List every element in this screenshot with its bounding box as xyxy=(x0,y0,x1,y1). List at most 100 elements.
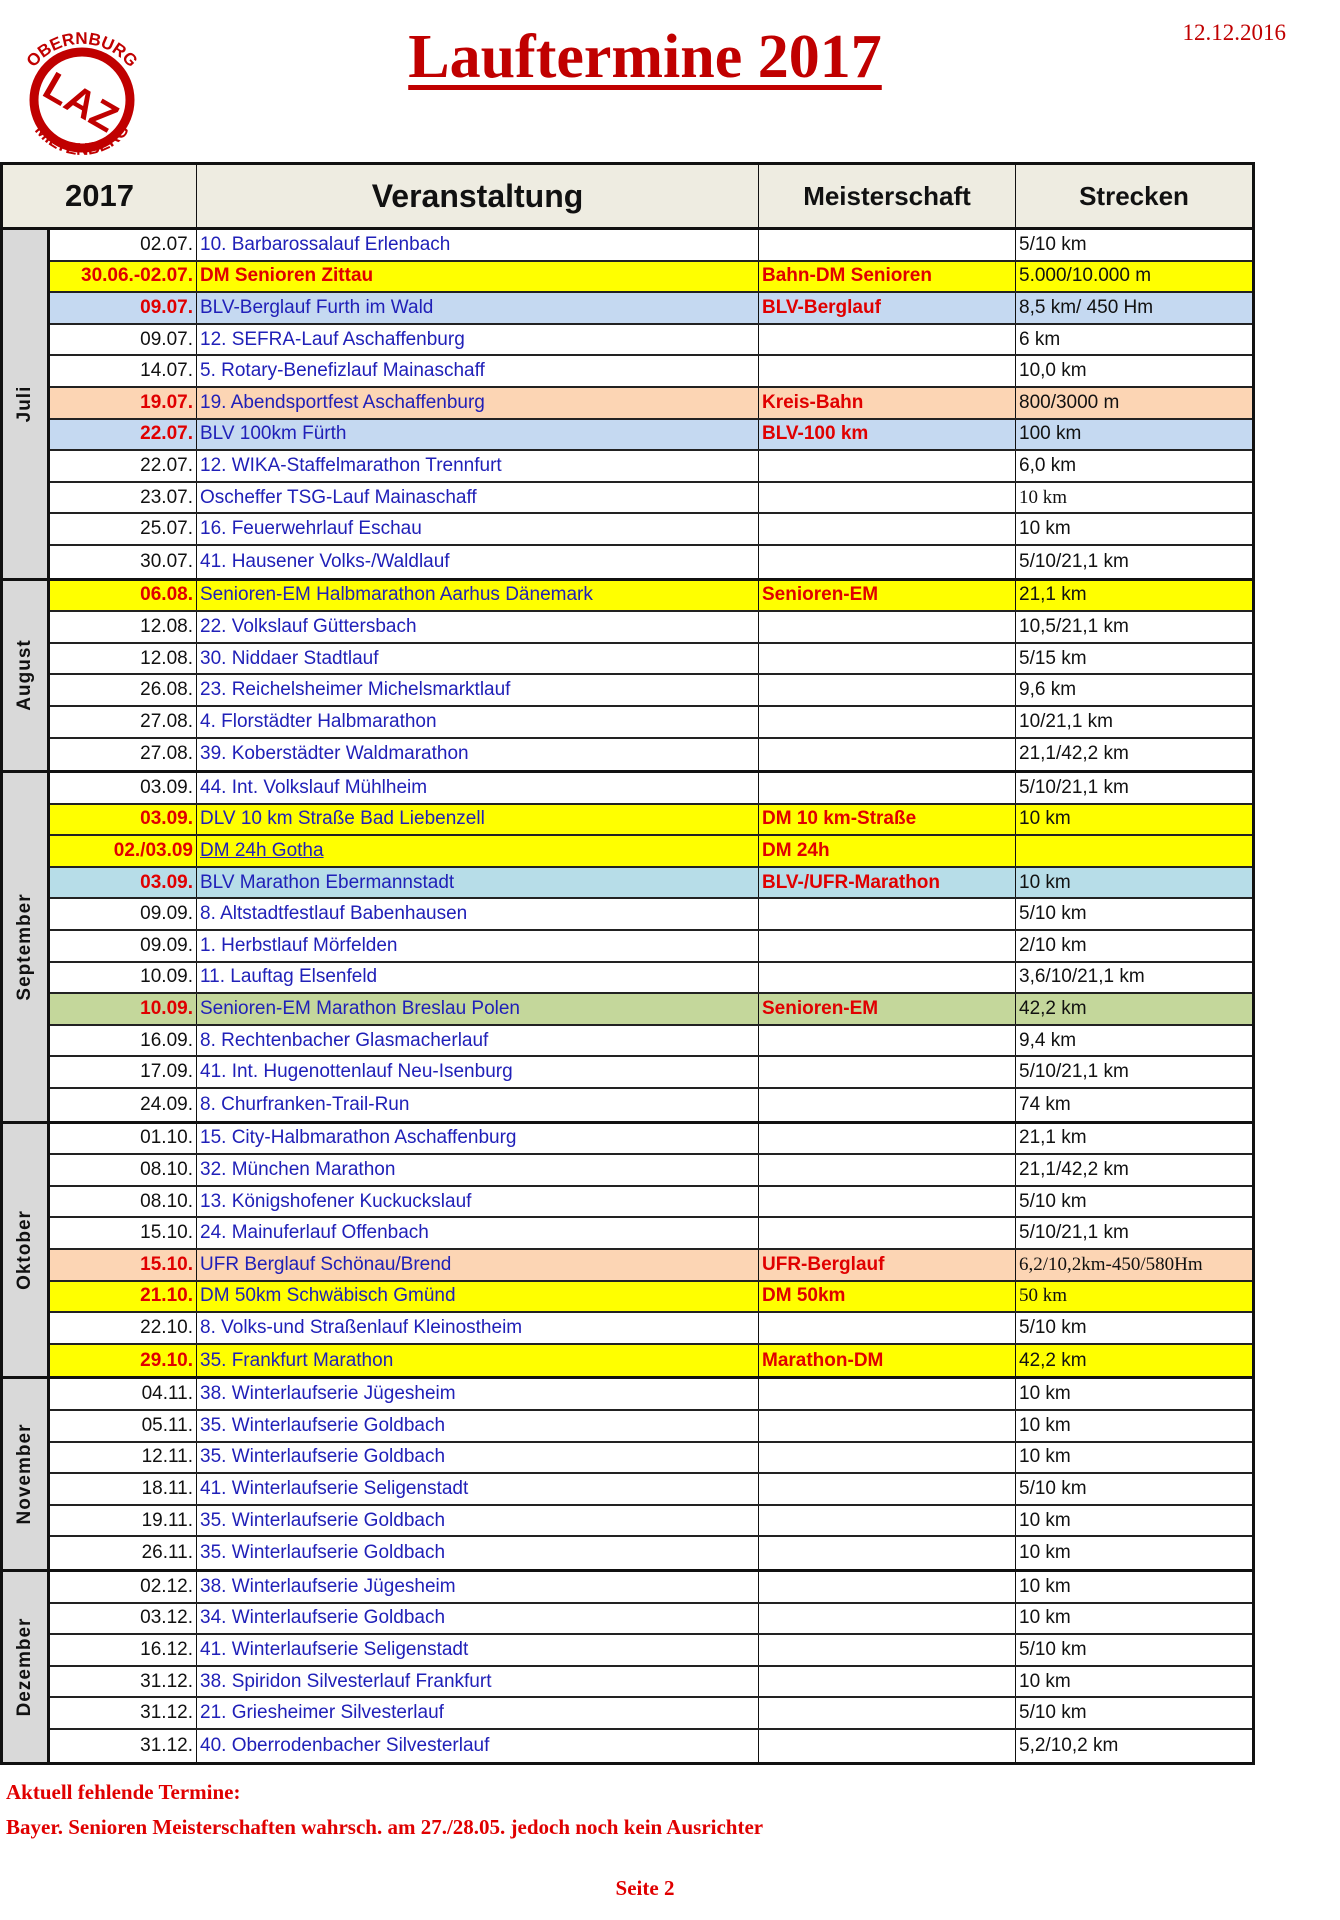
championship xyxy=(759,1155,1016,1185)
distances: 10 km xyxy=(1019,1575,1071,1597)
club-logo: OBERNBURG MILTENBERG LAZ xyxy=(23,29,142,159)
table-row: 24.09. 8. Churfranken-Trail-Run 74 km xyxy=(50,1089,1252,1121)
event-name: 35. Winterlaufserie Goldbach xyxy=(197,1442,759,1473)
championship xyxy=(759,1571,1016,1602)
event-date: 23.07. xyxy=(50,482,197,513)
month-label-cell: September xyxy=(3,773,50,1121)
championship: DM 10 km-Straße xyxy=(759,804,1016,835)
championship xyxy=(759,1410,1016,1441)
championship xyxy=(759,1218,1016,1248)
championship: Bahn-DM Senioren xyxy=(759,261,1016,292)
month-label: November xyxy=(14,1423,35,1525)
event-date: 26.11. xyxy=(50,1537,197,1569)
distances: 5/10 km xyxy=(1019,1702,1087,1724)
championship xyxy=(759,1603,1016,1634)
table-body: Juli 02.07. 10. Barbarossalauf Erlenbach 5/… xyxy=(3,230,1252,1762)
event-name: 11. Lauftag Elsenfeld xyxy=(197,962,759,993)
table-row: 26.08. 23. Reichelsheimer Michelsmarktlau… xyxy=(50,675,1252,707)
distances: 2/10 km xyxy=(1019,934,1087,956)
event-date: 10.09. xyxy=(50,994,197,1024)
event-date: 09.09. xyxy=(50,931,197,961)
event-date: 02./03.09 xyxy=(50,836,197,866)
event-date: 03.12. xyxy=(50,1603,197,1634)
championship xyxy=(759,514,1016,544)
championship xyxy=(759,1089,1016,1121)
championship xyxy=(759,1635,1016,1665)
event-date: 30.06.-02.07. xyxy=(50,261,197,292)
event-name: 38. Spiridon Silvesterlauf Frankfurt xyxy=(197,1666,759,1697)
distances: 10 km xyxy=(1019,1446,1071,1468)
event-name: 21. Griesheimer Silvesterlauf xyxy=(197,1698,759,1728)
table-row: 19.07. 19. Abendsportfest Aschaffenburg Kr… xyxy=(50,387,1252,420)
table-row: 05.11. 35. Winterlaufserie Goldbach 10 km xyxy=(50,1410,1252,1443)
championship: Senioren-EM xyxy=(759,580,1016,611)
month-group: Dezember 02.12. 38. Winterlaufserie Jügesh… xyxy=(3,1571,1252,1762)
championship xyxy=(759,962,1016,993)
event-date: 08.10. xyxy=(50,1186,197,1217)
header-veranstaltung: Veranstaltung xyxy=(197,165,759,227)
championship xyxy=(759,451,1016,481)
table-row: 10.09. 11. Lauftag Elsenfeld 3,6/10/21,1 k… xyxy=(50,962,1252,995)
event-date: 09.07. xyxy=(50,293,197,323)
championship xyxy=(759,1729,1016,1762)
championship xyxy=(759,1474,1016,1504)
distances: 5.000/10.000 m xyxy=(1019,265,1152,287)
event-name: 41. Winterlaufserie Seligenstadt xyxy=(197,1474,759,1504)
event-date: 22.07. xyxy=(50,419,197,450)
championship xyxy=(759,1379,1016,1409)
table-row: 30.07. 41. Hausener Volks-/Waldlauf 5/10/2… xyxy=(50,545,1252,578)
event-name[interactable]: DM 24h Gotha xyxy=(197,836,759,866)
month-group: September 03.09. 44. Int. Volkslauf Mühlhe… xyxy=(3,773,1252,1124)
event-name: 38. Winterlaufserie Jügesheim xyxy=(197,1379,759,1409)
event-name: BLV Marathon Ebermannstadt xyxy=(197,867,759,898)
table-row: 31.12. 38. Spiridon Silvesterlauf Frankfu… xyxy=(50,1666,1252,1699)
championship xyxy=(759,931,1016,961)
table-row: 08.10. 32. München Marathon 21,1/42,2 km xyxy=(50,1155,1252,1187)
event-date: 30.07. xyxy=(50,545,197,578)
month-label: Dezember xyxy=(14,1617,35,1717)
event-name: Senioren-EM Marathon Breslau Polen xyxy=(197,994,759,1024)
event-date: 05.11. xyxy=(50,1410,197,1441)
championship xyxy=(759,738,1016,771)
event-name: 12. WIKA-Staffelmarathon Trennfurt xyxy=(197,451,759,481)
championship xyxy=(759,1537,1016,1569)
championship xyxy=(759,675,1016,705)
event-name: 30. Niddaer Stadtlauf xyxy=(197,643,759,674)
table-row: 27.08. 39. Koberstädter Waldmarathon 21,1/… xyxy=(50,738,1252,771)
event-date: 24.09. xyxy=(50,1089,197,1121)
table-row: 03.09. 44. Int. Volkslauf Mühlheim 5/10/21… xyxy=(50,773,1252,805)
championship xyxy=(759,1025,1016,1056)
event-name: 38. Winterlaufserie Jügesheim xyxy=(197,1571,759,1602)
table-row: 01.10. 15. City-Halbmarathon Aschaffenbur… xyxy=(50,1123,1252,1156)
championship xyxy=(759,773,1016,803)
championship xyxy=(759,324,1016,355)
missing-heading: Aktuell fehlende Termine: xyxy=(6,1780,241,1804)
event-date: 06.08. xyxy=(50,580,197,611)
championship xyxy=(759,706,1016,737)
table-row: 02.07. 10. Barbarossalauf Erlenbach 5/10 k… xyxy=(50,230,1252,262)
championship xyxy=(759,1698,1016,1728)
month-label-cell: November xyxy=(3,1379,50,1569)
event-name: 35. Winterlaufserie Goldbach xyxy=(197,1410,759,1441)
event-name: 40. Oberrodenbacher Silvesterlauf xyxy=(197,1729,759,1762)
month-label-cell: August xyxy=(3,580,50,771)
event-date: 04.11. xyxy=(50,1379,197,1409)
distances: 21,1/42,2 km xyxy=(1019,743,1129,765)
distances: 5/10 km xyxy=(1019,903,1087,925)
event-name: UFR Berglauf Schönau/Brend xyxy=(197,1250,759,1280)
event-name: BLV-Berglauf Furth im Wald xyxy=(197,293,759,323)
championship: BLV-Berglauf xyxy=(759,293,1016,323)
event-name: DM Senioren Zittau xyxy=(197,261,759,292)
distances: 5/10/21,1 km xyxy=(1019,550,1129,572)
distances: 6,2/10,2km-450/580Hm xyxy=(1019,1253,1203,1275)
distances: 10 km xyxy=(1019,486,1068,508)
event-name: 5. Rotary-Benefizlauf Mainaschaff xyxy=(197,356,759,386)
event-date: 09.09. xyxy=(50,899,197,930)
distances: 10 km xyxy=(1019,1670,1071,1692)
championship xyxy=(759,482,1016,513)
event-name: 8. Altstadtfestlauf Babenhausen xyxy=(197,899,759,930)
distances: 5/15 km xyxy=(1019,647,1087,669)
event-name: 8. Volks-und Straßenlauf Kleinostheim xyxy=(197,1313,759,1343)
distances: 10 km xyxy=(1019,808,1071,830)
table-row: 09.07. 12. SEFRA-Lauf Aschaffenburg 6 km xyxy=(50,324,1252,357)
